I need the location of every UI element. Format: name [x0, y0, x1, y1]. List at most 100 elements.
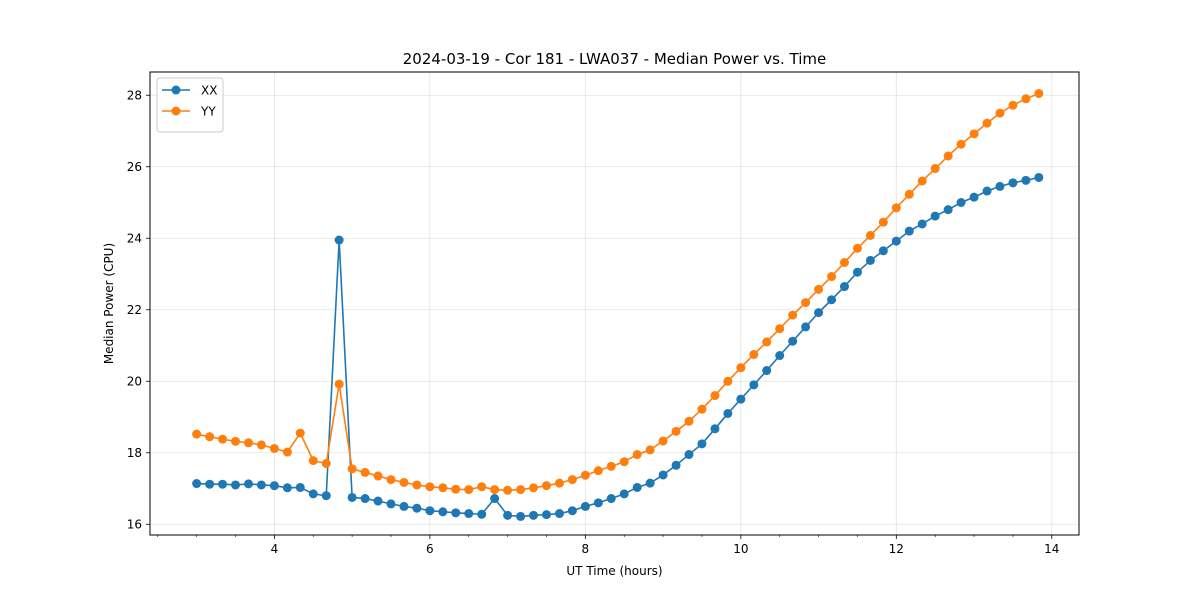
data-point-yy [982, 118, 992, 128]
data-point-xx [684, 450, 694, 460]
data-point-yy [295, 428, 305, 438]
data-point-xx [697, 439, 707, 449]
data-point-yy [852, 243, 862, 253]
data-point-yy [891, 203, 901, 213]
data-point-xx [451, 508, 461, 518]
data-point-yy [231, 436, 241, 446]
data-point-xx [360, 494, 370, 504]
y-tick-label: 22 [127, 303, 142, 317]
data-point-xx [775, 351, 785, 361]
data-point-xx [490, 494, 500, 504]
data-point-xx [671, 460, 681, 470]
data-point-xx [567, 506, 577, 516]
y-tick-label: 26 [127, 160, 142, 174]
data-point-yy [477, 482, 487, 492]
data-point-xx [244, 479, 253, 489]
data-point-yy [1008, 100, 1018, 110]
data-point-yy [308, 456, 318, 466]
plot-area-frame [149, 71, 1080, 536]
data-point-yy [943, 151, 953, 161]
data-point-xx [723, 408, 733, 418]
data-point-xx [606, 494, 616, 504]
data-point-xx [904, 226, 914, 236]
data-point-xx [425, 506, 435, 516]
data-point-yy [762, 337, 772, 347]
data-point-xx [593, 498, 603, 508]
data-point-xx [438, 507, 448, 517]
data-point-xx [852, 267, 862, 277]
data-point-yy [865, 230, 875, 240]
data-point-xx [814, 308, 824, 318]
data-point-xx [477, 509, 487, 519]
data-point-yy [386, 475, 396, 485]
data-point-yy [399, 477, 409, 487]
data-point-xx [995, 181, 1005, 191]
data-point-xx [878, 246, 888, 256]
data-point-yy [503, 485, 513, 495]
legend: XX YY [156, 77, 224, 133]
data-point-yy [723, 376, 733, 386]
y-tick-label: 16 [127, 518, 142, 532]
x-tick-label: 6 [426, 542, 434, 556]
legend-label-yy: YY [200, 104, 216, 118]
data-point-xx [801, 322, 811, 332]
data-point-yy [632, 450, 642, 460]
data-point-xx [762, 366, 772, 376]
data-point-xx [503, 510, 513, 520]
data-point-yy [567, 475, 577, 485]
data-point-xx [839, 282, 849, 292]
y-tick-label: 28 [127, 89, 142, 103]
data-point-xx [645, 478, 655, 488]
data-point-yy [878, 217, 888, 227]
data-point-xx [347, 492, 357, 502]
data-point-yy [282, 447, 292, 457]
x-tick-label: 4 [271, 542, 279, 556]
data-point-xx [412, 503, 422, 513]
data-point-xx [205, 479, 215, 489]
data-point-xx [619, 489, 629, 499]
data-point-yy [464, 485, 474, 495]
data-point-xx [917, 219, 927, 229]
data-point-yy [516, 485, 526, 495]
data-point-yy [244, 438, 253, 448]
grid-lines [150, 72, 1079, 535]
data-point-yy [360, 467, 370, 477]
data-point-xx [580, 501, 590, 511]
data-point-yy [645, 445, 655, 455]
data-point-xx [632, 482, 642, 492]
data-point-yy [373, 471, 383, 481]
y-tick-label: 20 [127, 375, 142, 389]
data-point-yy [788, 310, 798, 320]
data-point-xx [541, 510, 551, 520]
data-point-xx [1034, 172, 1044, 182]
legend-marker-xx [171, 85, 181, 95]
data-point-xx [749, 380, 759, 390]
y-tick-label: 18 [127, 446, 142, 460]
data-point-yy [321, 458, 331, 468]
legend-marker-yy [171, 106, 181, 116]
data-point-yy [606, 461, 616, 471]
data-point-xx [865, 255, 875, 265]
data-point-yy [671, 426, 681, 436]
data-point-xx [827, 295, 837, 305]
data-point-xx [464, 509, 474, 519]
data-point-yy [1021, 94, 1031, 104]
data-point-yy [1034, 88, 1044, 98]
data-point-xx [956, 198, 966, 207]
data-point-xx [269, 481, 279, 491]
y-axis-label: Median Power (CPU) [102, 243, 116, 364]
data-point-yy [956, 139, 966, 149]
data-point-xx [528, 510, 538, 520]
data-point-xx [192, 479, 202, 489]
data-point-yy [814, 284, 824, 294]
x-axis-label: UT Time (hours) [566, 564, 662, 578]
data-point-yy [554, 478, 564, 488]
data-point-xx [373, 496, 383, 506]
series-layer [192, 88, 1044, 521]
data-point-yy [269, 443, 279, 453]
data-point-yy [580, 470, 590, 480]
data-point-yy [995, 108, 1005, 118]
x-axis: 4 6 8 10 12 14 [157, 535, 1059, 556]
data-point-xx [969, 192, 979, 202]
